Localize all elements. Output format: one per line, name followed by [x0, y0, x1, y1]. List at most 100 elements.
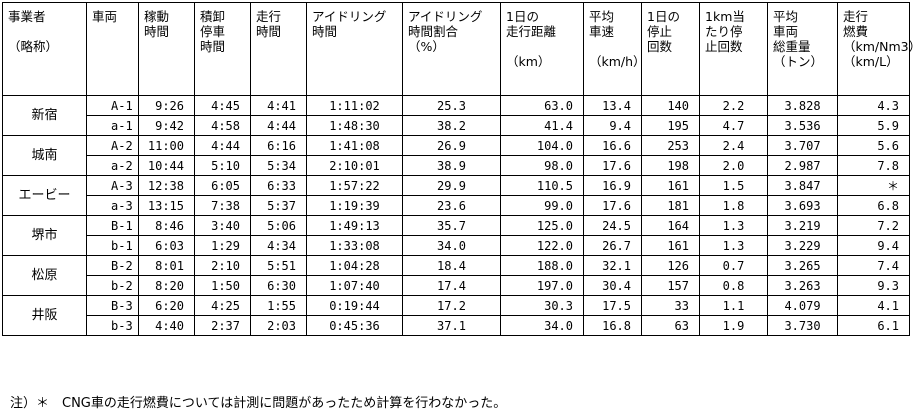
idling-ratio: 38.9 — [402, 155, 501, 176]
idling-time: 0:45:36 — [306, 315, 403, 336]
driving-time: 6:30 — [250, 275, 307, 296]
header-text: アイドリング — [312, 9, 387, 24]
driving-time: 6:33 — [250, 175, 307, 196]
daily-stops: 63 — [641, 315, 700, 336]
header-text: 時間 — [200, 39, 226, 54]
header-text: 止回数 — [705, 39, 743, 54]
driving-time: 4:34 — [250, 235, 307, 256]
header-text: 走行距離 — [506, 24, 557, 39]
idling-time: 1:57:22 — [306, 175, 403, 196]
fuel-economy: 5.6 — [837, 135, 910, 156]
idling-ratio: 35.7 — [402, 215, 501, 236]
header-text: 停止 — [647, 24, 673, 39]
idling-time: 1:19:39 — [306, 195, 403, 216]
header-text: 1日の — [506, 9, 539, 24]
header-text: 時間 — [312, 24, 338, 39]
table-row: エービー A-3 12:38 6:05 6:33 1:57:22 29.9 110.5 16.9… — [2, 175, 910, 216]
operator-name: 井阪 — [2, 295, 87, 336]
fuel-economy: 9.3 — [837, 275, 910, 296]
header-idling-time: アイドリング 時間 — [306, 2, 403, 96]
gross-weight: 3.536 — [767, 115, 838, 136]
vehicle-id: a-2 — [86, 155, 139, 176]
header-text: たり停 — [705, 24, 743, 39]
operating-time: 11:00 — [138, 135, 195, 156]
table-row: b-1 6:03 1:29 4:34 1:33:08 34.0 122.0 26.7 161 1.… — [3, 235, 910, 256]
header-text: 停車 — [200, 24, 226, 39]
fuel-economy: 7.4 — [837, 255, 910, 276]
stops-per-km: 1.3 — [699, 235, 768, 256]
operating-time: 8:01 — [138, 255, 195, 276]
driving-time: 4:44 — [250, 115, 307, 136]
header-text: 稼動 — [144, 9, 170, 24]
operating-time: 4:40 — [138, 315, 195, 336]
average-speed: 17.6 — [583, 155, 642, 176]
header-daily-stops: 1日の 停止 回数 — [641, 2, 700, 96]
gross-weight: 4.079 — [767, 295, 838, 316]
driving-time: 5:51 — [250, 255, 307, 276]
idling-ratio: 23.6 — [402, 195, 501, 216]
idling-time: 2:10:01 — [306, 155, 403, 176]
table-body: 新宿 A-1 9:26 4:45 4:41 1:11:02 25.3 63.0 13.4 140 2… — [2, 95, 910, 336]
daily-distance: 197.0 — [500, 275, 584, 296]
header-text: 1日の — [647, 9, 680, 24]
table-row: b-2 8:20 1:50 6:30 1:07:40 17.4 197.0 30.4 157 0.… — [3, 275, 910, 296]
operator-name: エービー — [2, 175, 87, 216]
footnote: 注）＊ CNG車の走行燃費については計測に問題があったため計算を行わなかった。 — [10, 396, 507, 411]
table-row: 堺市 B-1 8:46 3:40 5:06 1:49:13 35.7 125.0 24.5 164… — [2, 215, 910, 256]
daily-stops: 126 — [641, 255, 700, 276]
average-speed: 9.4 — [583, 115, 642, 136]
header-text: 時間 — [256, 24, 282, 39]
idling-time: 1:07:40 — [306, 275, 403, 296]
stops-per-km: 2.4 — [699, 135, 768, 156]
vehicle-id: A-2 — [86, 135, 139, 156]
gross-weight: 3.265 — [767, 255, 838, 276]
stops-per-km: 1.9 — [699, 315, 768, 336]
daily-stops: 164 — [641, 215, 700, 236]
fuel-data-table: 事業者 （略称） 車両 稼動 時間 積卸 停車 時間 走行 時間 アイドリング 時間 アイドリング 時間割… — [2, 2, 914, 336]
daily-stops: 253 — [641, 135, 700, 156]
daily-stops: 161 — [641, 175, 700, 196]
header-text: 時間 — [144, 24, 170, 39]
header-text: 燃費 — [843, 24, 869, 39]
average-speed: 32.1 — [583, 255, 642, 276]
driving-time: 5:37 — [250, 195, 307, 216]
header-text: 車両 — [773, 24, 799, 39]
operator-name: 堺市 — [2, 215, 87, 256]
table-row: 松原 B-2 8:01 2:10 5:51 1:04:28 18.4 188.0 32.1 126… — [2, 255, 910, 296]
operating-time: 9:26 — [138, 95, 195, 116]
header-loading-stop-time: 積卸 停車 時間 — [194, 2, 251, 96]
daily-distance: 41.4 — [500, 115, 584, 136]
header-stops-per-km: 1km当 たり停 止回数 — [699, 2, 768, 96]
loading-stop-time: 2:37 — [194, 315, 251, 336]
daily-stops: 161 — [641, 235, 700, 256]
operating-time: 12:38 — [138, 175, 195, 196]
idling-ratio: 29.9 — [402, 175, 501, 196]
gross-weight: 3.847 — [767, 175, 838, 196]
vehicle-id: a-1 — [86, 115, 139, 136]
loading-stop-time: 4:25 — [194, 295, 251, 316]
average-speed: 26.7 — [583, 235, 642, 256]
gross-weight: 2.987 — [767, 155, 838, 176]
daily-distance: 63.0 — [500, 95, 584, 116]
header-text: （km） — [506, 54, 551, 69]
daily-stops: 33 — [641, 295, 700, 316]
operating-time: 8:46 — [138, 215, 195, 236]
average-speed: 17.6 — [583, 195, 642, 216]
idling-ratio: 25.3 — [402, 95, 501, 116]
idling-ratio: 37.1 — [402, 315, 501, 336]
average-speed: 16.6 — [583, 135, 642, 156]
header-vehicle: 車両 — [86, 2, 139, 96]
loading-stop-time: 2:10 — [194, 255, 251, 276]
header-text: 1km当 — [705, 9, 745, 24]
header-text: （km/h） — [589, 54, 646, 69]
header-driving-time: 走行 時間 — [250, 2, 307, 96]
idling-ratio: 17.4 — [402, 275, 501, 296]
fuel-economy: 9.4 — [837, 235, 910, 256]
header-text: 走行 — [843, 9, 869, 24]
operator-name: 城南 — [2, 135, 87, 176]
fuel-economy: 6.8 — [837, 195, 910, 216]
table-row: 井阪 B-3 6:20 4:25 1:55 0:19:44 17.2 30.3 17.5 33 1.… — [2, 295, 910, 336]
operator-name: 松原 — [2, 255, 87, 296]
idling-time: 1:11:02 — [306, 95, 403, 116]
loading-stop-time: 5:10 — [194, 155, 251, 176]
